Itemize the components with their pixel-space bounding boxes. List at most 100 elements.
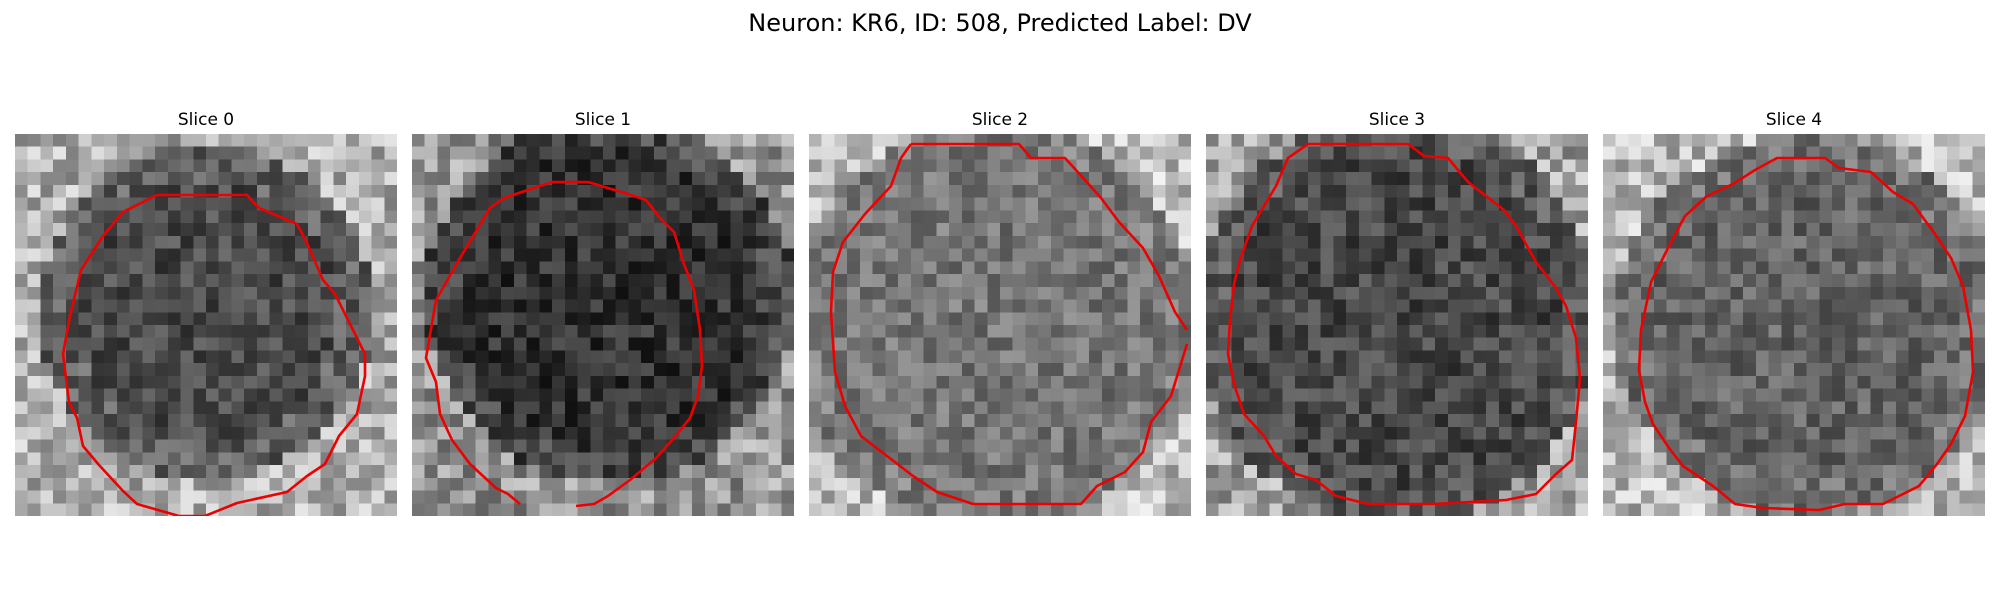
image-pixel bbox=[1628, 439, 1642, 453]
image-pixel bbox=[1140, 159, 1154, 173]
image-pixel bbox=[1435, 235, 1449, 250]
image-pixel bbox=[1844, 146, 1859, 161]
image-pixel bbox=[1575, 159, 1588, 173]
image-pixel bbox=[1870, 350, 1884, 364]
image-pixel bbox=[295, 426, 309, 441]
image-pixel bbox=[809, 312, 823, 326]
image-pixel bbox=[1165, 210, 1179, 224]
image-pixel bbox=[412, 490, 426, 504]
image-pixel bbox=[1397, 503, 1411, 516]
image-pixel bbox=[859, 452, 874, 466]
image-pixel bbox=[666, 159, 680, 173]
image-pixel bbox=[1730, 197, 1744, 211]
image-pixel bbox=[1946, 159, 1961, 173]
image-pixel bbox=[1908, 503, 1922, 516]
image-pixel bbox=[1178, 337, 1191, 352]
image-pixel bbox=[1972, 261, 1985, 275]
image-pixel bbox=[1320, 325, 1334, 339]
image-pixel bbox=[1832, 375, 1846, 390]
image-pixel bbox=[1127, 388, 1141, 402]
image-pixel bbox=[1089, 477, 1103, 492]
image-pixel bbox=[1140, 388, 1154, 402]
image-pixel bbox=[1076, 375, 1090, 390]
image-pixel bbox=[231, 350, 245, 364]
image-pixel bbox=[1409, 235, 1424, 250]
image-pixel bbox=[898, 350, 912, 364]
image-pixel bbox=[847, 363, 861, 377]
image-pixel bbox=[821, 210, 836, 224]
image-pixel bbox=[231, 452, 245, 466]
image-pixel bbox=[1295, 159, 1309, 173]
image-pixel bbox=[1038, 439, 1052, 453]
image-pixel bbox=[1038, 465, 1052, 479]
image-pixel bbox=[704, 274, 719, 288]
image-pixel bbox=[450, 503, 464, 516]
image-pixel bbox=[1844, 452, 1859, 466]
image-pixel bbox=[218, 146, 233, 161]
image-pixel bbox=[781, 375, 794, 390]
image-pixel bbox=[603, 274, 617, 288]
image-pixel bbox=[526, 375, 540, 390]
image-pixel bbox=[1704, 299, 1719, 313]
image-pixel bbox=[552, 299, 566, 313]
image-pixel bbox=[872, 363, 886, 377]
image-pixel bbox=[53, 248, 67, 262]
image-pixel bbox=[91, 159, 105, 173]
image-pixel bbox=[65, 350, 80, 364]
image-pixel bbox=[730, 439, 744, 453]
image-pixel bbox=[615, 426, 630, 441]
image-pixel bbox=[1076, 210, 1090, 224]
image-pixel bbox=[384, 286, 397, 301]
image-pixel bbox=[1908, 401, 1922, 415]
image-pixel bbox=[859, 159, 874, 173]
image-pixel bbox=[116, 146, 131, 161]
image-pixel bbox=[1743, 248, 1757, 262]
image-pixel bbox=[755, 197, 770, 211]
image-pixel bbox=[412, 465, 426, 479]
image-pixel bbox=[1946, 223, 1961, 237]
image-pixel bbox=[1679, 146, 1693, 161]
image-pixel bbox=[1806, 363, 1821, 377]
image-pixel bbox=[231, 286, 245, 301]
image-pixel bbox=[1679, 197, 1693, 211]
image-pixel bbox=[859, 363, 874, 377]
image-pixel bbox=[155, 210, 169, 224]
image-pixel bbox=[717, 337, 731, 352]
image-pixel bbox=[1282, 465, 1296, 479]
image-pixel bbox=[1615, 452, 1630, 466]
image-pixel bbox=[155, 312, 169, 326]
image-pixel bbox=[590, 223, 604, 237]
image-pixel bbox=[167, 146, 182, 161]
image-pixel bbox=[603, 388, 617, 402]
image-pixel bbox=[231, 172, 245, 186]
image-pixel bbox=[539, 375, 553, 390]
image-pixel bbox=[1692, 134, 1706, 148]
image-pixel bbox=[987, 261, 1001, 275]
image-pixel bbox=[1666, 426, 1680, 441]
image-pixel bbox=[1371, 388, 1385, 402]
image-pixel bbox=[1755, 325, 1770, 339]
image-pixel bbox=[1409, 312, 1424, 326]
image-pixel bbox=[1717, 197, 1731, 211]
image-pixel bbox=[269, 465, 283, 479]
image-pixel bbox=[1409, 388, 1424, 402]
image-pixel bbox=[1282, 375, 1296, 390]
image-pixel bbox=[1050, 248, 1065, 262]
image-pixel bbox=[1524, 274, 1538, 288]
image-pixel bbox=[603, 261, 617, 275]
image-pixel bbox=[104, 286, 118, 301]
image-pixel bbox=[1908, 248, 1922, 262]
image-pixel bbox=[1908, 312, 1922, 326]
image-pixel bbox=[1422, 312, 1436, 326]
image-pixel bbox=[27, 248, 42, 262]
image-pixel bbox=[1244, 172, 1258, 186]
image-pixel bbox=[1101, 235, 1116, 250]
image-pixel bbox=[526, 312, 540, 326]
image-pixel bbox=[615, 465, 630, 479]
image-pixel bbox=[1409, 401, 1424, 415]
image-pixel bbox=[1832, 414, 1846, 428]
image-pixel bbox=[743, 274, 757, 288]
image-pixel bbox=[104, 401, 118, 415]
image-pixel bbox=[847, 490, 861, 504]
image-pixel bbox=[743, 490, 757, 504]
